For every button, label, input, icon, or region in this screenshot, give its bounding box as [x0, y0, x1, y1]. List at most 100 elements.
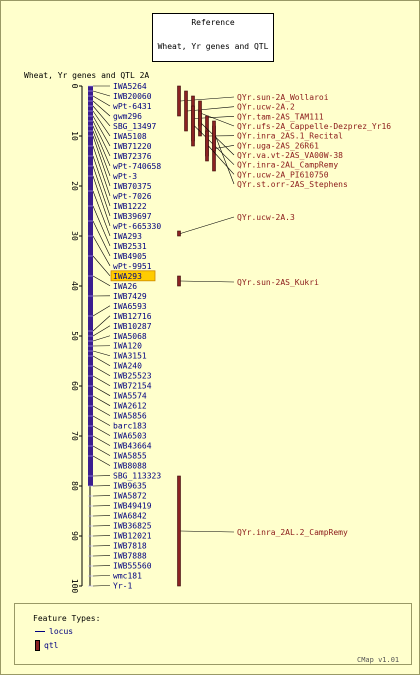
qtl-connector	[180, 216, 235, 234]
locus-label[interactable]: IWA3151	[113, 352, 147, 361]
locus-connector	[92, 350, 111, 357]
reference-label: Reference	[191, 18, 235, 27]
qtl-connector	[201, 113, 235, 127]
chromosome-bar	[88, 86, 93, 486]
locus-label[interactable]: IWB12021	[113, 532, 152, 541]
locus-label[interactable]: IWB36825	[113, 522, 152, 531]
qtl-bar[interactable]	[177, 230, 181, 237]
axis-tick-label: 60	[70, 381, 79, 391]
locus-label[interactable]: SBG_13497	[113, 122, 157, 131]
qtl-connector	[187, 106, 235, 112]
locus-label[interactable]: IWA120	[113, 342, 142, 351]
axis-tick-label: 0	[70, 84, 79, 89]
locus-connector	[92, 395, 111, 406]
locus-label[interactable]: wPt-3	[113, 172, 137, 181]
legend-locus-label: locus	[49, 627, 74, 636]
qtl-label[interactable]: QYr.st.orr-2AS_Stephens	[237, 180, 348, 189]
locus-label[interactable]: IWB49419	[113, 502, 152, 511]
locus-label[interactable]: wPt-9951	[113, 262, 152, 271]
locus-connector	[92, 355, 111, 366]
locus-connector	[92, 325, 111, 337]
locus-label[interactable]: IWB43664	[113, 442, 152, 451]
map-title[interactable]: Wheat, Yr genes and QTL 2A	[24, 71, 150, 80]
locus-label[interactable]: Yr-1	[113, 582, 132, 591]
locus-label[interactable]: gwm296	[113, 112, 142, 121]
locus-label[interactable]: IWA5068	[113, 332, 147, 341]
qtl-bar[interactable]	[184, 90, 188, 132]
qtl-bar[interactable]	[177, 475, 181, 587]
locus-label[interactable]: IWB55560	[113, 562, 152, 571]
locus-label[interactable]: IWB39697	[113, 212, 152, 221]
locus-label[interactable]: SBG_113323	[113, 472, 161, 481]
locus-label[interactable]: IWA2612	[113, 402, 147, 411]
locus-label[interactable]: wPt-740658	[113, 162, 161, 171]
locus-label[interactable]: IWB25523	[113, 372, 152, 381]
locus-label[interactable]: IWB7888	[113, 552, 147, 561]
locus-label[interactable]: IWA6503	[113, 432, 147, 441]
locus-label[interactable]: IWB12716	[113, 312, 152, 321]
qtl-label[interactable]: QYr.inra_2AL.2_CampRemy	[237, 528, 348, 537]
locus-connector	[92, 95, 111, 107]
locus-label[interactable]: IWA5872	[113, 492, 147, 501]
reference-map-name: Wheat, Yr genes and QTL	[157, 42, 269, 51]
qtl-label[interactable]: QYr.uga-2AS_26R61	[237, 141, 319, 150]
qtl-bar[interactable]	[212, 120, 216, 152]
locus-label[interactable]: IWA6842	[113, 512, 147, 521]
locus-label[interactable]: IWB7818	[113, 542, 147, 551]
locus-label[interactable]: barc183	[113, 422, 147, 431]
locus-label[interactable]: IWA5574	[113, 392, 147, 401]
qtl-label[interactable]: QYr.tam-2AS_TAM111	[237, 112, 324, 121]
locus-label[interactable]: IWA5855	[113, 452, 147, 461]
qtl-label[interactable]: QYr.va.vt-2AS_VA00W-38	[237, 151, 343, 160]
locus-label[interactable]: IWB9635	[113, 482, 147, 491]
locus-connector	[92, 115, 111, 147]
qtl-label[interactable]: QYr.sun-2AS_Kukri	[237, 278, 319, 287]
qtl-label[interactable]: QYr.sun-2A_Wollaroi	[237, 93, 329, 102]
locus-label[interactable]: IWA293	[113, 272, 142, 281]
qtl-label[interactable]: QYr.ucw-2A.3	[237, 213, 295, 222]
locus-label[interactable]: IWB2531	[113, 242, 147, 251]
legend-item-locus: locus	[35, 627, 73, 636]
locus-label[interactable]: IWB7429	[113, 292, 147, 301]
locus-label[interactable]: IWA5856	[113, 412, 147, 421]
locus-label[interactable]: wPt-6431	[113, 102, 152, 111]
locus-label[interactable]: wmc181	[113, 572, 142, 581]
qtl-label[interactable]: QYr.inra_2AS.1_Recital	[237, 132, 343, 141]
locus-label[interactable]: IWB1222	[113, 202, 147, 211]
legend-qtl-label: qtl	[44, 641, 59, 650]
locus-label[interactable]: IWB72154	[113, 382, 152, 391]
locus-connector	[92, 415, 111, 426]
locus-label[interactable]: wPt-7026	[113, 192, 152, 201]
locus-connector	[92, 130, 111, 177]
locus-label[interactable]: IWA240	[113, 362, 142, 371]
locus-label[interactable]: IWA6593	[113, 302, 147, 311]
locus-label[interactable]: IWB72376	[113, 152, 152, 161]
qtl-bar[interactable]	[177, 85, 181, 117]
qtl-bar[interactable]	[177, 275, 181, 287]
locus-label[interactable]: wPt-665330	[113, 222, 161, 231]
qtl-label[interactable]: QYr.ufs-2A_Cappelle-Dezprez_Yr16	[237, 122, 391, 131]
locus-label[interactable]: IWB70375	[113, 182, 152, 191]
reference-box[interactable]: Reference Wheat, Yr genes and QTL	[152, 13, 274, 62]
axis-tick-label: 70	[70, 431, 79, 441]
axis-tick-label: 40	[70, 281, 79, 291]
locus-label[interactable]: IWA5108	[113, 132, 147, 141]
qtl-label[interactable]: QYr.inra-2AL_CampRemy	[237, 161, 338, 170]
locus-label[interactable]: IWB4905	[113, 252, 147, 261]
locus-connector	[92, 205, 111, 246]
locus-label[interactable]: IWA5264	[113, 82, 147, 91]
qtl-connector	[201, 123, 235, 156]
qtl-label[interactable]: QYr.ucw-2A_PI610750	[237, 170, 329, 179]
locus-label[interactable]: IWA26	[113, 282, 137, 291]
qtl-connector	[215, 135, 235, 185]
locus-label[interactable]: IWB10287	[113, 322, 152, 331]
locus-label[interactable]: IWB71220	[113, 142, 152, 151]
locus-connector	[92, 315, 111, 332]
locus-label[interactable]: IWB20060	[113, 92, 152, 101]
locus-label[interactable]: IWA293	[113, 232, 142, 241]
locus-label[interactable]: IWB8088	[113, 462, 147, 471]
qtl-bar[interactable]	[205, 130, 209, 162]
qtl-bar[interactable]	[191, 105, 195, 147]
qtl-label[interactable]: QYr.ucw-2A.2	[237, 103, 295, 112]
